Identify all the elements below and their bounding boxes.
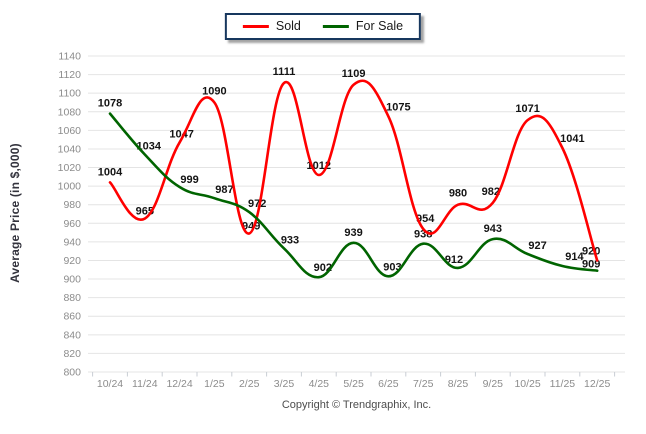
data-label: 1071 — [515, 103, 539, 115]
x-tick-label: 6/25 — [378, 378, 399, 390]
data-label: 903 — [383, 261, 401, 273]
data-label: 939 — [344, 227, 362, 239]
x-tick-label: 3/25 — [274, 378, 295, 390]
data-label: 1109 — [342, 68, 366, 80]
data-label: 1078 — [98, 98, 122, 110]
data-label: 1090 — [202, 85, 226, 97]
data-label: 1075 — [386, 101, 410, 113]
y-tick-label: 1100 — [58, 88, 81, 100]
data-label: 920 — [582, 245, 600, 257]
data-label: 914 — [565, 251, 584, 263]
data-label: 982 — [482, 186, 500, 198]
x-tick-label: 5/25 — [343, 378, 364, 390]
y-tick-label: 1020 — [58, 162, 82, 174]
x-tick-label: 4/25 — [309, 378, 330, 390]
sold-line — [108, 79, 599, 262]
y-tick-label: 1000 — [58, 181, 82, 193]
y-tick-label: 860 — [63, 311, 81, 323]
for-sale-line — [108, 112, 599, 279]
y-tick-label: 800 — [63, 367, 81, 379]
x-tick-label: 8/25 — [448, 378, 469, 390]
x-tick-label: 2/25 — [239, 378, 260, 390]
data-label: 1041 — [560, 133, 584, 145]
y-tick-label: 1120 — [58, 69, 81, 81]
y-tick-label: 1040 — [58, 143, 82, 155]
y-tick-label: 920 — [63, 255, 81, 267]
x-tick-label: 12/24 — [166, 378, 192, 390]
y-tick-label: 1060 — [58, 125, 82, 137]
data-label: 1034 — [137, 141, 162, 153]
x-tick-label: 10/25 — [514, 378, 540, 390]
data-label: 987 — [215, 184, 233, 196]
legend-label-sold: Sold — [275, 19, 301, 33]
y-tick-label: 980 — [63, 199, 81, 211]
legend-item-sold: Sold — [242, 19, 301, 33]
y-tick-label: 900 — [63, 274, 81, 286]
legend-item-for-sale: For Sale — [322, 19, 404, 33]
x-tick-label: 10/24 — [97, 378, 123, 390]
legend-label-for-sale: For Sale — [355, 19, 404, 33]
x-tick-label: 12/25 — [584, 378, 610, 390]
legend: Sold For Sale — [224, 13, 422, 40]
for-sale-line-swatch — [322, 24, 349, 28]
data-label: 933 — [281, 234, 299, 246]
data-label: 1004 — [98, 166, 123, 178]
data-label: 972 — [248, 198, 266, 210]
y-tick-label: 940 — [63, 236, 81, 248]
sold-line-swatch — [242, 24, 269, 28]
data-label: 912 — [445, 254, 463, 266]
y-tick-label: 820 — [63, 348, 81, 360]
x-tick-label: 9/25 — [483, 378, 504, 390]
data-label: 909 — [582, 259, 600, 271]
y-tick-label: 880 — [63, 292, 81, 304]
x-tick-label: 1/25 — [204, 378, 225, 390]
data-label: 943 — [484, 223, 502, 235]
y-tick-label: 1140 — [58, 51, 81, 63]
data-label: 980 — [449, 188, 467, 200]
data-label: 1111 — [273, 66, 296, 78]
data-label: 999 — [180, 174, 198, 186]
y-tick-label: 840 — [63, 329, 81, 341]
x-tick-label: 7/25 — [413, 378, 434, 390]
x-tick-label: 11/24 — [132, 378, 158, 390]
y-tick-label: 1080 — [58, 106, 82, 118]
data-label: 927 — [528, 240, 546, 252]
x-tick-label: 11/25 — [550, 378, 576, 390]
copyright-text: Copyright © Trendgraphix, Inc. — [281, 399, 432, 411]
data-label: 1047 — [169, 128, 193, 140]
data-label: 954 — [416, 213, 435, 225]
y-tick-label: 960 — [63, 218, 81, 230]
